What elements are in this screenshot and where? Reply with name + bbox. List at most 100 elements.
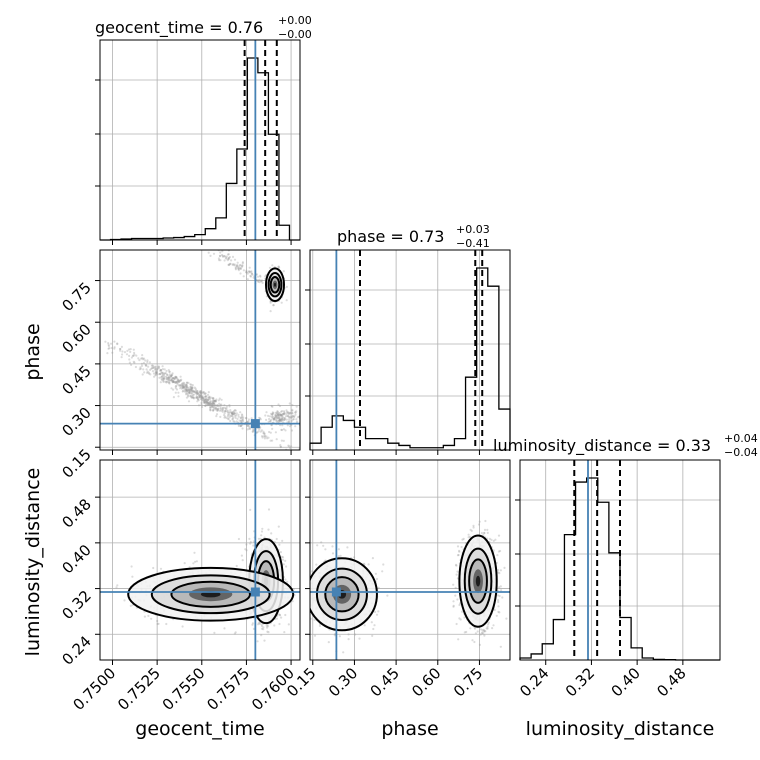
sample-point: [272, 416, 275, 419]
sample-point: [166, 373, 169, 376]
sample-point: [267, 436, 270, 439]
sample-point: [190, 392, 193, 395]
sample-point: [313, 634, 317, 637]
sample-point: [275, 415, 278, 418]
sample-point: [282, 270, 285, 273]
sample-point: [234, 416, 237, 419]
sample-point: [212, 401, 216, 404]
sample-point: [165, 381, 168, 384]
sample-point: [275, 537, 278, 541]
tick-label-x-geocent_time: 0.7500: [69, 664, 119, 714]
sample-point: [204, 392, 207, 395]
sample-point: [208, 396, 211, 399]
sample-point: [121, 350, 124, 353]
sample-point: [228, 405, 231, 408]
sample-point: [237, 267, 240, 270]
sample-point: [152, 372, 156, 375]
sample-point: [104, 340, 107, 343]
sample-point: [227, 411, 230, 414]
sample-point: [260, 435, 264, 438]
sample-point: [493, 608, 496, 612]
sample-point: [316, 544, 319, 547]
sample-point: [214, 408, 217, 411]
sample-point: [381, 570, 384, 573]
tick-label-y-phase: 0.30: [58, 404, 94, 440]
sample-point: [205, 397, 208, 400]
sample-point: [219, 408, 222, 411]
sample-point: [177, 395, 180, 398]
sample-point: [185, 384, 188, 387]
scatter-panel-geocent_time-luminosity_distance: 0.75000.75250.75500.75750.76000.240.320.…: [58, 459, 301, 714]
sample-point: [152, 366, 155, 369]
sample-point: [271, 427, 274, 430]
sample-point: [162, 379, 165, 382]
sample-point: [215, 415, 218, 418]
sample-point: [188, 392, 191, 395]
sample-point: [208, 395, 211, 398]
sample-point: [263, 536, 266, 539]
sample-point: [291, 412, 294, 415]
sample-point: [209, 406, 212, 409]
sample-point: [171, 373, 174, 376]
sample-point: [203, 398, 206, 401]
sample-point: [170, 379, 173, 382]
sample-point: [283, 416, 286, 420]
sample-point: [272, 417, 275, 420]
sample-point: [182, 386, 185, 389]
sample-point: [207, 398, 210, 401]
sample-point: [462, 537, 465, 541]
sample-point: [211, 406, 215, 409]
sample-point: [201, 399, 204, 402]
sample-point: [242, 275, 245, 278]
sample-point: [226, 410, 229, 413]
sample-point: [249, 275, 252, 278]
sample-point: [486, 625, 489, 628]
sample-point: [196, 400, 199, 403]
sample-point: [454, 586, 457, 589]
sample-point: [206, 398, 209, 401]
sample-point: [472, 526, 475, 529]
sample-point: [483, 531, 486, 535]
sample-point: [239, 424, 242, 428]
sample-point: [363, 624, 366, 627]
sample-point: [230, 411, 233, 414]
sample-point: [203, 399, 206, 402]
sample-point: [233, 412, 237, 415]
sample-point: [492, 549, 495, 552]
sample-point: [458, 603, 461, 607]
sample-point: [248, 427, 251, 430]
sample-point: [162, 380, 165, 383]
sample-point: [111, 351, 114, 354]
sample-point: [216, 407, 219, 410]
sample-point: [302, 419, 304, 421]
sample-point: [134, 365, 137, 369]
sample-point: [249, 540, 252, 544]
sample-point: [234, 631, 237, 634]
sample-point: [125, 353, 129, 356]
sample-point: [241, 417, 244, 420]
sample-point: [498, 611, 501, 614]
sample-point: [252, 627, 255, 631]
sample-point: [266, 630, 269, 633]
sample-point: [272, 304, 275, 307]
sample-point: [206, 401, 209, 405]
sample-point: [278, 414, 281, 417]
sample-point: [458, 550, 461, 553]
sample-point: [288, 416, 291, 420]
sample-point: [284, 415, 288, 418]
sample-point: [291, 409, 294, 412]
sample-point: [156, 368, 159, 371]
sample-point: [192, 390, 196, 393]
sample-point: [206, 402, 209, 405]
sample-point: [267, 631, 270, 634]
sample-point: [159, 372, 162, 375]
sample-point: [188, 389, 192, 392]
sample-point: [207, 401, 210, 404]
sample-point: [196, 241, 198, 243]
sample-point: [282, 412, 285, 415]
sample-point: [199, 393, 202, 396]
sample-point: [505, 617, 508, 620]
sample-point: [126, 349, 129, 352]
sample-point: [147, 371, 150, 374]
sample-point: [192, 393, 196, 396]
